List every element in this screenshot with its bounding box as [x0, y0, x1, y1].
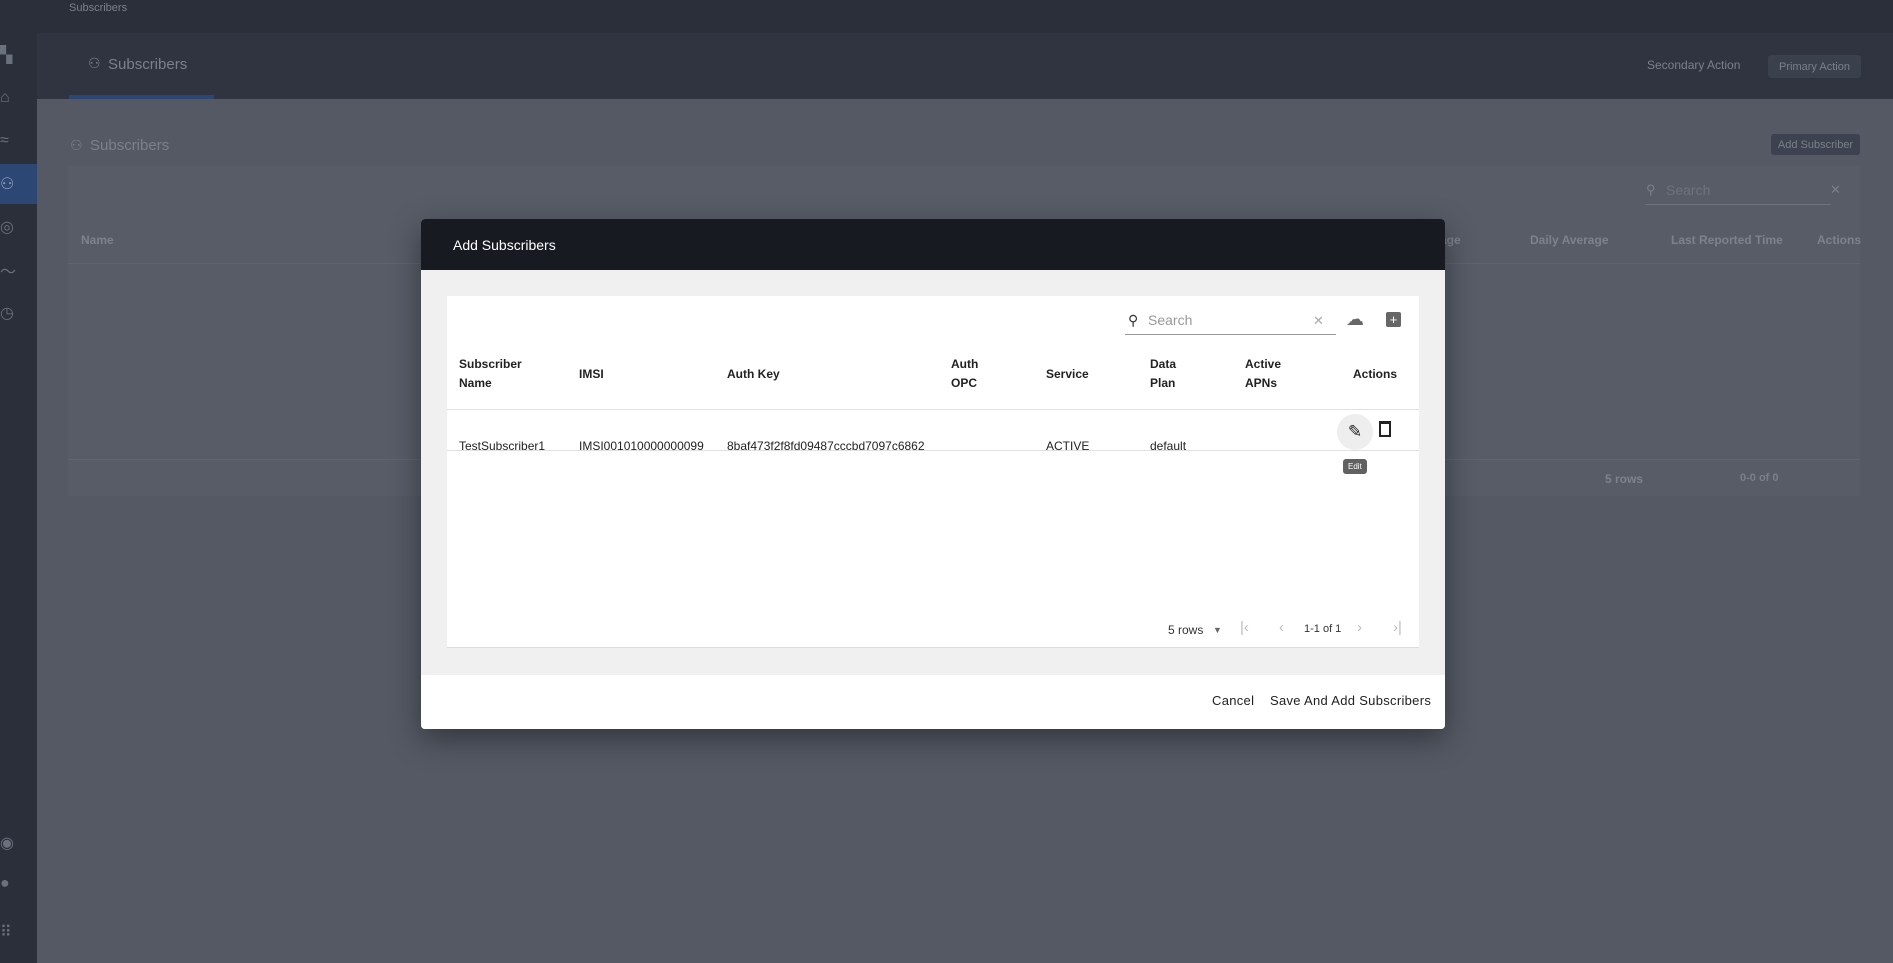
network-icon[interactable]: ≈	[0, 132, 9, 149]
subscribers-editor-table: ⚲ Search ✕ ☁ + Subscriber Name IMSI Auth …	[447, 296, 1419, 648]
tab-label: Subscribers	[108, 56, 188, 73]
breadcrumb: Subscribers	[69, 2, 128, 14]
edit-tooltip: Edit	[1343, 459, 1367, 474]
subscribers-icon[interactable]: ⚇	[0, 164, 37, 204]
column-header: Active	[1245, 357, 1282, 371]
header-bar: ⚇ Subscribers Secondary Action Primary A…	[37, 33, 1893, 99]
add-box-icon[interactable]: +	[1386, 312, 1401, 327]
search-input[interactable]: Search	[1666, 182, 1711, 198]
column-header: Service	[1046, 367, 1089, 381]
divider	[447, 409, 1419, 410]
edit-icon[interactable]: ✎	[1337, 414, 1373, 450]
dialog-actions: Cancel Save And Add Subscribers	[421, 675, 1445, 729]
cancel-button[interactable]: Cancel	[1212, 693, 1255, 708]
dropdown-arrow-icon[interactable]: ▼	[1213, 625, 1222, 635]
pagination-range: 1-1 of 1	[1304, 623, 1342, 635]
search-icon: ⚲	[1646, 182, 1656, 197]
column-header: Plan	[1150, 376, 1176, 390]
clear-icon[interactable]: ✕	[1313, 313, 1324, 328]
equipment-icon[interactable]: ⌂	[0, 89, 10, 106]
previous-page-icon[interactable]: ‹	[1279, 619, 1284, 636]
column-header: IMSI	[579, 367, 604, 381]
cell-service: ACTIVE	[1046, 439, 1090, 453]
subscribers-icon: ⚇	[88, 55, 101, 71]
divider	[447, 450, 1419, 451]
search-icon: ⚲	[1128, 312, 1139, 328]
subscribers-icon: ⚇	[70, 137, 83, 153]
cloud-upload-icon[interactable]: ☁	[1346, 309, 1364, 329]
cell-name: TestSubscriber1	[459, 439, 546, 453]
column-header: Data	[1150, 357, 1177, 371]
account-icon[interactable]: ●	[0, 875, 10, 892]
column-header: Name	[459, 376, 492, 390]
alarm-icon[interactable]: ◷	[0, 305, 14, 322]
add-subscriber-button[interactable]: Add Subscriber	[1771, 134, 1860, 155]
tab-subscribers[interactable]: ⚇ Subscribers	[69, 33, 214, 99]
column-header: Auth Key	[727, 367, 780, 381]
cell-imsi: IMSI001010000000099	[579, 439, 704, 453]
search-input[interactable]: Search	[1148, 312, 1193, 328]
column-header: APNs	[1245, 376, 1278, 390]
traffic-icon[interactable]: ◎	[0, 219, 14, 236]
column-header: Actions	[1817, 233, 1862, 247]
apps-icon[interactable]: ⠿	[0, 924, 12, 941]
search-underline	[1125, 334, 1336, 335]
metrics-icon[interactable]: 〜	[0, 264, 17, 281]
api-icon[interactable]: ◉	[0, 835, 14, 852]
next-page-icon[interactable]: ›	[1357, 619, 1362, 636]
primary-action-button[interactable]: Primary Action	[1768, 55, 1861, 78]
pagination-range: 0-0 of 0	[1740, 472, 1779, 484]
cell-auth-key: 8baf473f2f8fd09487cccbd7097c6862	[727, 439, 925, 453]
clear-icon[interactable]: ✕	[1830, 182, 1841, 197]
column-header: Daily Average	[1530, 233, 1609, 247]
column-header: Last Reported Time	[1671, 233, 1783, 247]
search-underline	[1645, 204, 1831, 205]
rows-per-page-select[interactable]: 5 rows	[1168, 623, 1204, 637]
dashboard-icon[interactable]: ▚	[0, 47, 13, 64]
page-title: Subscribers	[90, 137, 170, 154]
column-header: Auth	[951, 357, 979, 371]
delete-icon[interactable]	[1379, 421, 1391, 437]
column-header: OPC	[951, 376, 978, 390]
secondary-action-button[interactable]: Secondary Action	[1647, 58, 1741, 72]
add-subscribers-dialog: Add Subscribers ⚲ Search ✕ ☁ + Subscribe…	[421, 219, 1445, 729]
cell-data-plan: default	[1150, 439, 1187, 453]
column-header: age	[1440, 233, 1461, 247]
column-header: Actions	[1353, 367, 1398, 381]
column-header: Subscriber	[459, 357, 522, 371]
top-bar: Subscribers	[37, 0, 1893, 33]
sidebar: ▚ ⌂ ≈ ⚇ ◎ 〜 ◷ ◉ ● ⠿	[0, 0, 37, 963]
dialog-title: Add Subscribers	[421, 219, 1445, 270]
save-and-add-button[interactable]: Save And Add Subscribers	[1270, 693, 1432, 708]
first-page-icon[interactable]: |‹	[1240, 619, 1249, 636]
last-page-icon[interactable]: ›|	[1393, 619, 1402, 636]
column-header: Name	[81, 233, 114, 247]
rows-per-page-select[interactable]: 5 rows	[1605, 472, 1644, 486]
tab-indicator	[69, 95, 214, 99]
